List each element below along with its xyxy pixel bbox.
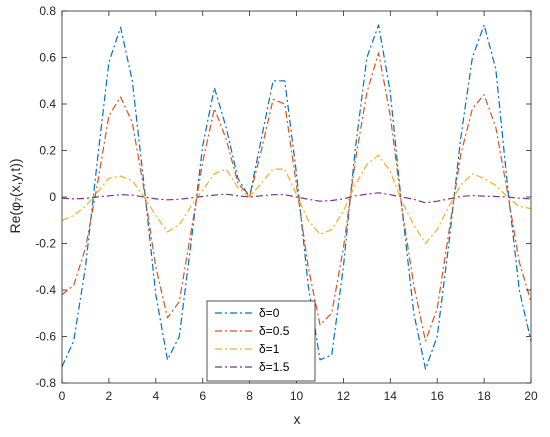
legend-label-2: δ=1 [259,342,280,356]
legend-label-1: δ=0.5 [259,324,290,338]
y-tick-label: -0.8 [35,376,56,390]
series-line-2 [61,154,532,245]
x-tick-label: 12 [337,389,351,403]
x-axis-label: x [294,411,301,427]
x-tick-label: 0 [59,389,66,403]
y-tick-label: 0.2 [39,144,56,158]
x-tick-label: 16 [431,389,445,403]
legend-label-3: δ=1.5 [259,360,290,374]
series-line-1 [61,52,532,342]
y-axis-label: Re(φ₇(x,y,t)) [7,158,23,233]
x-tick-label: 14 [384,389,398,403]
legend-label-0: δ=0 [259,306,280,320]
series-layer [61,24,532,370]
x-tick-label: 10 [290,389,304,403]
y-tick-label: -0.2 [35,237,56,251]
y-tick-label: 0 [49,190,56,204]
y-tick-label: 0.8 [39,4,56,18]
legend: δ=0 δ=0.5 δ=1 δ=1.5 [206,300,316,382]
legend-box [206,300,316,382]
x-tick-label: 4 [152,389,159,403]
y-tick-label: -0.6 [35,330,56,344]
series-line-3 [61,192,532,204]
y-tick-label: -0.4 [35,283,56,297]
x-tick-label: 18 [477,389,491,403]
axes-layer: 0 2 4 6 8 10 12 14 16 18 20 -0.8 -0.6 -0.4 -0.2 0 0.2 0.4… [35,4,538,403]
y-tick-label: 0.6 [39,51,56,65]
x-tick-label: 6 [199,389,206,403]
x-tick-label: 2 [106,389,113,403]
y-tick-label: 0.4 [39,97,56,111]
x-tick-label: 8 [246,389,253,403]
x-tick-label: 20 [524,389,538,403]
